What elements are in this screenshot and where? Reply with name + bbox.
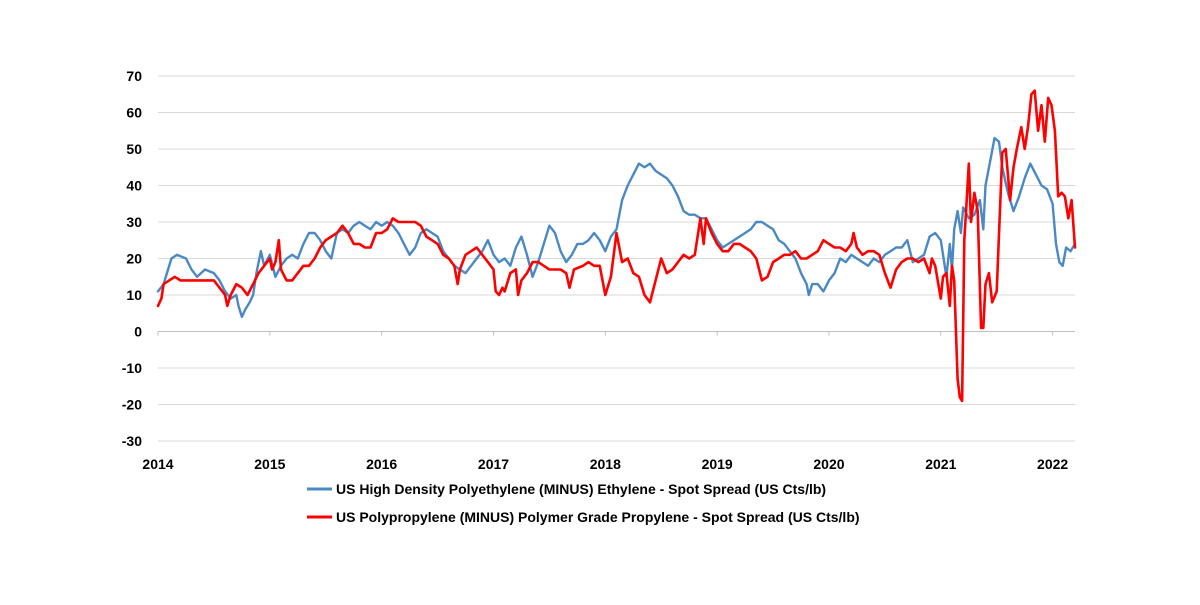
y-tick-label: -30	[122, 433, 142, 449]
y-tick-label: 40	[126, 178, 142, 194]
y-tick-label: -20	[122, 397, 142, 413]
y-tick-label: 10	[126, 287, 142, 303]
y-tick-label: 20	[126, 251, 142, 267]
y-tick-label: 50	[126, 141, 142, 157]
series-line-hdpe-ethylene	[156, 136, 1077, 319]
y-tick-label: 70	[126, 68, 142, 84]
x-tick-label: 2017	[478, 456, 509, 472]
y-tick-label: 60	[126, 105, 142, 121]
legend-label-hdpe: US High Density Polyethylene (MINUS) Eth…	[336, 481, 826, 497]
x-tick-label: 2015	[254, 456, 285, 472]
x-tick-label: 2018	[590, 456, 621, 472]
x-tick-label: 2016	[366, 456, 397, 472]
x-tick-label: 2022	[1037, 456, 1068, 472]
legend: US High Density Polyethylene (MINUS) Eth…	[307, 481, 860, 525]
series-lines	[156, 89, 1077, 403]
gridlines	[158, 75, 1075, 442]
x-tick-label: 2014	[142, 456, 173, 472]
y-tick-label: 30	[126, 214, 142, 230]
y-tick-label: 0	[134, 324, 142, 340]
x-tick-label: 2021	[925, 456, 956, 472]
x-tick-label: 2020	[813, 456, 844, 472]
series-line-pp-propylene	[156, 89, 1077, 403]
y-tick-label: -10	[122, 360, 142, 376]
x-tick-label: 2019	[702, 456, 733, 472]
legend-label-pp: US Polypropylene (MINUS) Polymer Grade P…	[336, 509, 860, 525]
